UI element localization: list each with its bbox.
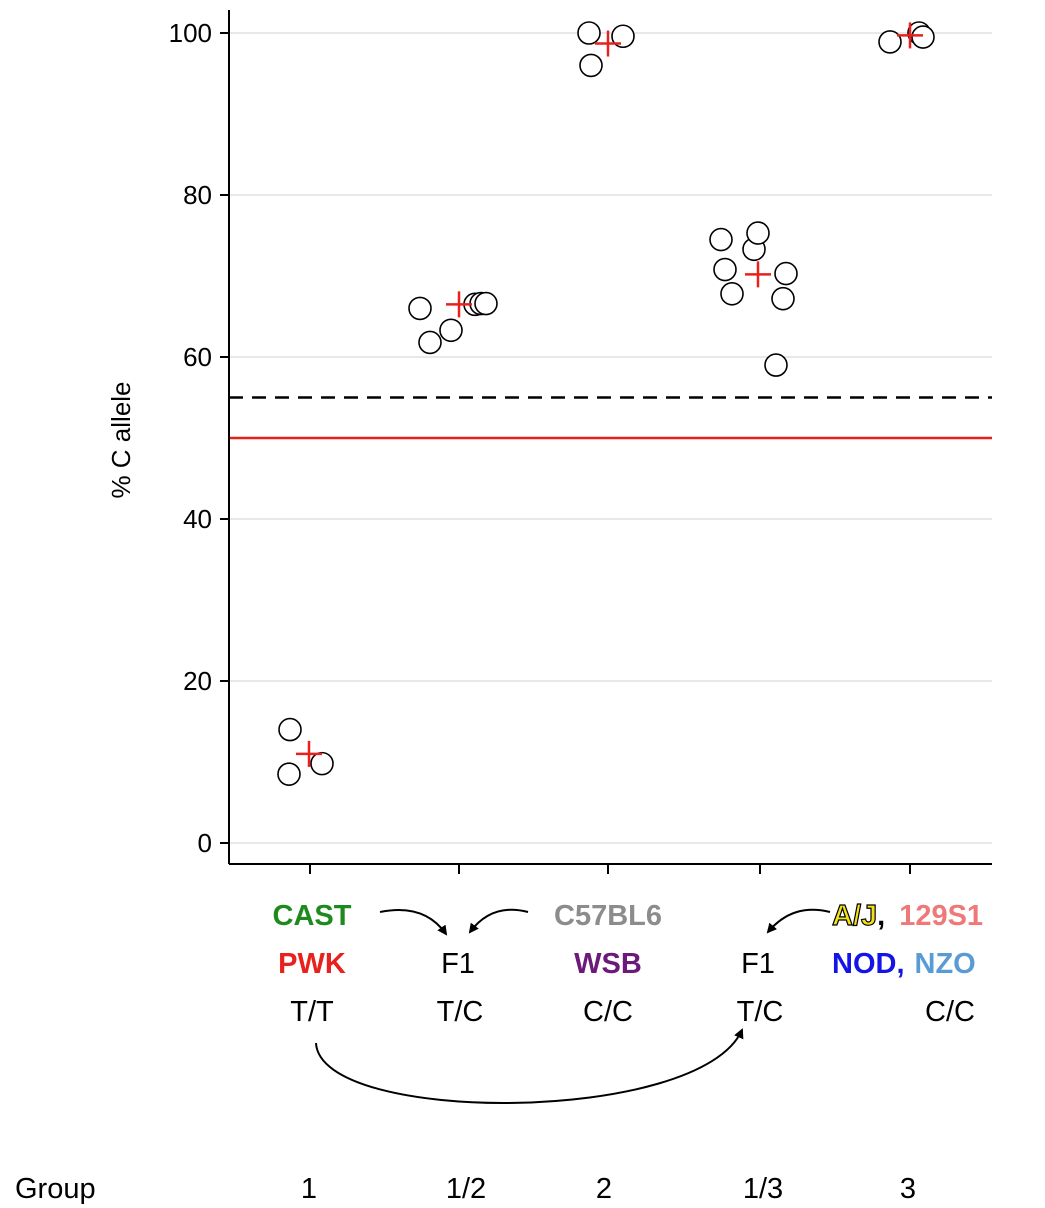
data-point (720, 282, 744, 306)
data-point (764, 353, 788, 377)
y-tick-label: 80 (183, 180, 212, 210)
strain-comma: , (877, 900, 885, 932)
group-row-label: Group (15, 1173, 96, 1205)
reference-lines (229, 396, 992, 440)
data-point (277, 762, 301, 786)
group-label: 3 (900, 1173, 916, 1205)
mean-marker (595, 30, 621, 57)
y-tick-label: 60 (183, 342, 212, 372)
data-point (310, 751, 334, 776)
y-tick-label: 0 (198, 828, 212, 858)
group-label: 1 (301, 1173, 317, 1205)
mean-marker (897, 22, 923, 49)
data-point (577, 21, 601, 45)
data-point (278, 717, 302, 742)
genotype-group-2: C/C (583, 996, 633, 1028)
data-point (611, 24, 635, 49)
data-point (439, 318, 463, 343)
y-tick-label: 20 (183, 666, 212, 696)
axes: 0 20 40 60 80 100 (169, 10, 992, 874)
arrow-c57bl6-to-f1 (468, 908, 529, 934)
data-points (277, 21, 935, 786)
strain-cast: CAST (273, 900, 352, 932)
group-labels: 1 1/2 2 1/3 3 (301, 1173, 916, 1205)
strain-line-nod-nzo: NOD, NZO (832, 948, 976, 980)
genotype-group-12: T/C (437, 996, 484, 1028)
data-point (771, 286, 795, 311)
group-label: 1/2 (446, 1173, 486, 1205)
strain-129s1: 129S1 (899, 900, 983, 932)
data-point (774, 261, 798, 286)
y-tick-label: 100 (169, 18, 212, 48)
strain-nzo: NZO (915, 948, 976, 980)
data-point (911, 25, 935, 49)
data-point (474, 291, 498, 316)
arrow-cast-to-f1 (379, 909, 448, 936)
mean-markers (296, 22, 923, 767)
mean-marker (296, 740, 322, 767)
data-point (746, 221, 770, 245)
arrow-tt-to-f1-group-13 (315, 1028, 744, 1104)
mean-marker (446, 291, 472, 318)
data-point (579, 53, 603, 78)
strain-wsb: WSB (574, 948, 642, 980)
genotype-group-1: T/T (290, 996, 334, 1028)
data-point (709, 227, 733, 252)
data-point (418, 330, 442, 355)
arrow-aj-to-f1 (766, 908, 831, 934)
strain-c57bl6: C57BL6 (554, 900, 662, 932)
group-label: 1/3 (743, 1173, 783, 1205)
strain-line-aj-129s1: A/J, 129S1 (832, 900, 983, 932)
mean-marker (745, 261, 771, 288)
y-tick-label: 40 (183, 504, 212, 534)
y-axis-title: % C allele (106, 381, 136, 498)
f1-label-group-13: F1 (741, 948, 775, 980)
data-point (713, 257, 737, 282)
group-label: 2 (596, 1173, 612, 1205)
genotype-group-13: T/C (737, 996, 784, 1028)
strain-pwk: PWK (278, 948, 346, 980)
data-point (878, 30, 902, 54)
strain-nod: NOD, (832, 948, 905, 980)
f1-label-group-12: F1 (441, 948, 475, 980)
data-point (408, 296, 432, 321)
grid-lines (229, 32, 992, 844)
strain-aj: A/J (832, 900, 877, 932)
genotype-group-3: C/C (925, 996, 975, 1028)
